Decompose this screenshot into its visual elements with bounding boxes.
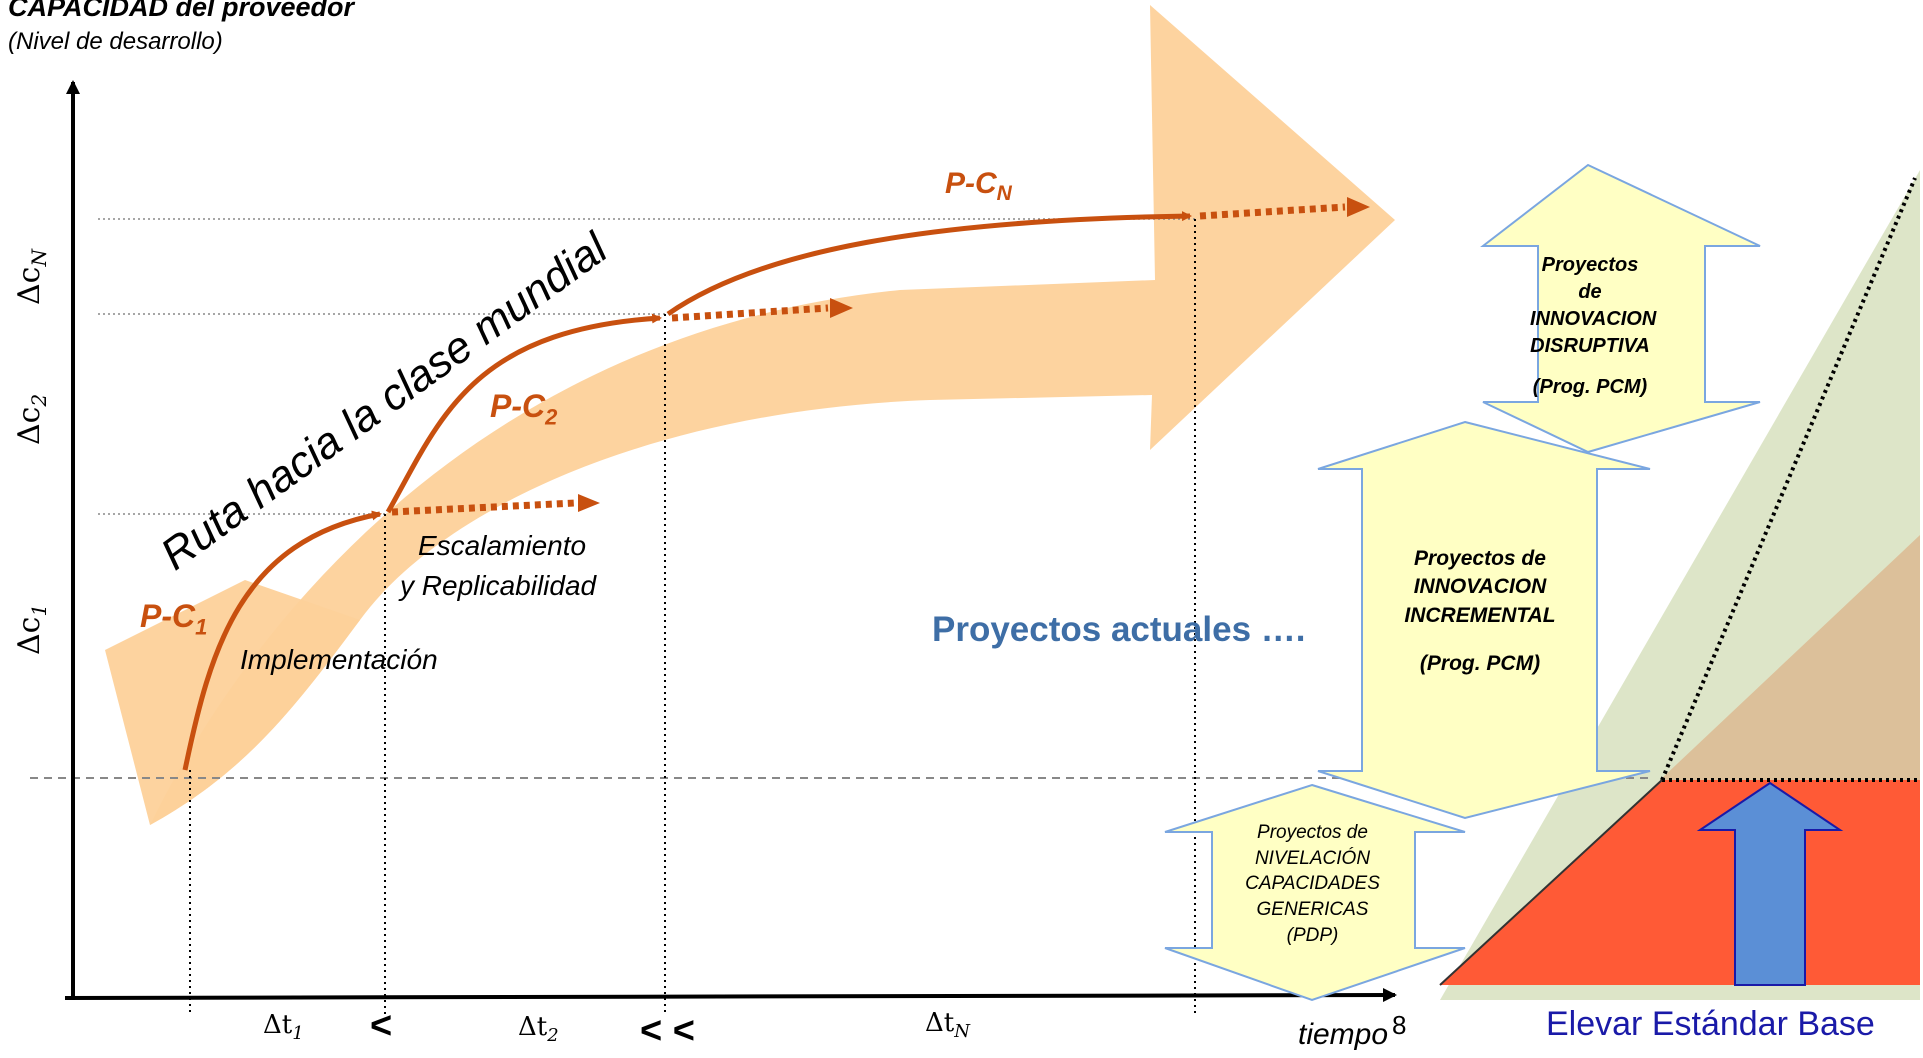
world-class-route-band: [150, 5, 1395, 825]
header-subtitle: (Nivel de desarrollo): [8, 28, 223, 55]
leveling-capabilities-box: [1164, 783, 1466, 1002]
pcN-curve: [666, 211, 1192, 317]
scaling-arrow-1-head: [578, 494, 600, 512]
x-label-dtN: ΔtN: [925, 1008, 970, 1043]
raise-standard-arrow: [1696, 781, 1844, 986]
pc2-curve: [385, 313, 662, 514]
stage-pc1: P-C1: [140, 598, 208, 640]
pc1-curve: [182, 510, 382, 771]
incremental-box-label: Proyectos de INNOVACION INCREMENTAL (Pro…: [1404, 547, 1556, 676]
scaling-label-line2: y Replicabilidad: [400, 570, 597, 601]
current-projects-label: Proyectos actuales ….: [932, 610, 1306, 649]
ramp-base-line: [1439, 779, 1663, 986]
y-label-dcN: ΔcN: [12, 249, 51, 305]
incremental-innovation-box: [1317, 420, 1651, 820]
x-label-dt1: Δt1: [263, 1010, 304, 1045]
x-label-less-2: < <: [640, 1010, 695, 1052]
header-title: CAPACIDAD del proveedor: [8, 0, 355, 22]
implementation-label: Implementación: [240, 644, 438, 675]
band-tail: [105, 580, 360, 825]
x-axis-label: tiempo: [1298, 1018, 1389, 1051]
scaling-arrow-N: [1199, 203, 1346, 220]
page-number: 8: [1392, 1010, 1407, 1040]
disruptive-box-label: Proyectos de INNOVACION DISRUPTIVA (Prog…: [1530, 254, 1657, 398]
scaling-label-line1: Escalamiento: [418, 530, 587, 561]
raise-base-standard-label: Elevar Estándar Base: [1546, 1005, 1875, 1043]
disruptive-innovation-box: [1480, 163, 1761, 454]
y-label-dc2: Δc2: [12, 393, 51, 445]
x-label-dt2: Δt2: [518, 1012, 559, 1047]
y-label-dc1: Δc1: [12, 603, 51, 655]
scaling-arrow-2-head: [830, 298, 853, 318]
x-axis: [64, 988, 1397, 1003]
stage-pcN: P-CN: [945, 167, 1012, 205]
scaling-arrow-1: [391, 499, 576, 516]
tan-zone: [1660, 535, 1920, 780]
scaling-arrow-N-head: [1347, 197, 1370, 217]
stage-pc2: P-C2: [490, 388, 558, 430]
leveling-box-label: Proyectos de NIVELACIÓN CAPACIDADES GENE…: [1245, 822, 1380, 946]
x-label-less-1: <: [370, 1005, 393, 1047]
scaling-arrow-2: [671, 304, 829, 322]
